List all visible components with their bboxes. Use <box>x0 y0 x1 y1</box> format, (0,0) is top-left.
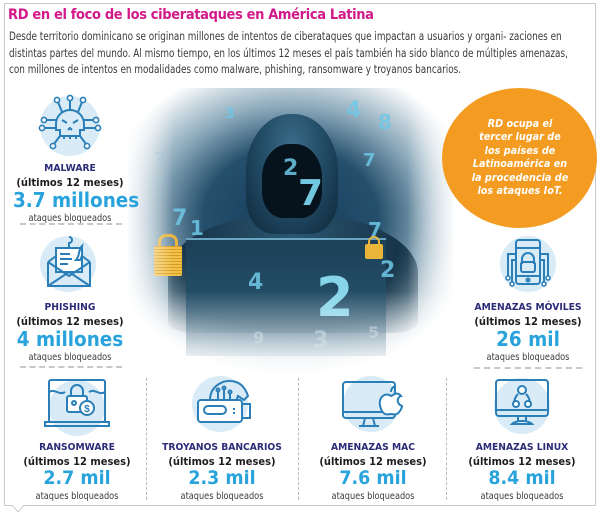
speech-tail <box>12 505 24 513</box>
threat-caption: ataques bloqueados <box>35 491 119 502</box>
intro-paragraph: Desde territorio dominicano se originan … <box>9 30 568 76</box>
threat-caption: ataques bloqueados <box>180 491 264 502</box>
divider <box>146 378 147 500</box>
divider <box>474 367 582 369</box>
threat-name: AMENAZAS MÓVILES <box>474 302 582 313</box>
divider <box>20 223 122 225</box>
threat-caption: ataques bloqueados <box>480 491 564 502</box>
threat-card-phishing: PHISHING (últimos 12 meses) 4 millones a… <box>8 234 132 363</box>
threat-card-mobile: AMENAZAS MÓVILES (últimos 12 meses) 26 m… <box>462 234 594 363</box>
threat-caption: ataques bloqueados <box>331 491 415 502</box>
mobile-lock-icon <box>500 236 556 292</box>
threat-name: AMENAZAS MAC <box>330 442 416 453</box>
apple-monitor-icon <box>342 376 404 432</box>
threat-name: PHISHING <box>44 302 96 313</box>
threat-caption: ataques bloqueados <box>28 352 112 363</box>
iot-callout-badge: RD ocupa el tercer lugar de los países d… <box>442 88 597 228</box>
threat-value: 4 millones <box>16 327 124 351</box>
threat-name: AMENAZAS LINUX <box>475 442 569 453</box>
page-title: RD en el foco de los ciberataques en Amé… <box>8 7 374 23</box>
linux-monitor-icon <box>494 378 550 434</box>
threat-caption: ataques bloqueados <box>28 213 112 224</box>
threat-value: 8.4 mil <box>488 467 556 489</box>
threat-period: (últimos 12 meses) <box>319 455 427 468</box>
skull-virus-icon <box>38 94 102 156</box>
laptop-ransom-lock-icon: $ <box>44 379 110 436</box>
threat-value: 7.6 mil <box>339 467 407 489</box>
threat-name: MALWARE <box>44 163 96 174</box>
divider <box>446 378 447 500</box>
threat-name: RANSOMWARE <box>39 442 115 453</box>
callout-text: RD ocupa el tercer lugar de los países d… <box>471 117 568 198</box>
threat-value: 2.3 mil <box>188 467 256 489</box>
phishing-envelope-icon <box>40 236 96 292</box>
svg-text:$: $ <box>84 404 90 415</box>
threat-card-trojans: TROYANOS BANCARIOS (últimos 12 meses) 2.… <box>152 374 292 502</box>
threat-name: TROYANOS BANCARIOS <box>162 442 282 453</box>
threat-period: (últimos 12 meses) <box>16 176 124 189</box>
threat-period: (últimos 12 meses) <box>474 315 582 328</box>
divider <box>298 378 299 500</box>
threat-value: 3.7 millones <box>12 188 140 212</box>
hacker-illustration: 3 4 8 7 2 7 7 1 7 2 4 2 3 5 9 3 <box>128 88 453 378</box>
threat-value: 2.7 mil <box>43 467 111 489</box>
threat-value: 26 mil <box>496 327 560 351</box>
threat-card-malware: MALWARE (últimos 12 meses) 3.7 millones … <box>8 90 140 224</box>
threat-period: (últimos 12 meses) <box>468 455 576 468</box>
threat-card-ransomware: $ RANSOMWARE (últimos 12 meses) 2.7 mil … <box>10 374 144 502</box>
threat-card-mac: AMENAZAS MAC (últimos 12 meses) 7.6 mil … <box>304 374 442 502</box>
threat-period: (últimos 12 meses) <box>168 455 276 468</box>
threat-period: (últimos 12 meses) <box>16 315 124 328</box>
threat-period: (últimos 12 meses) <box>23 455 131 468</box>
trojan-horse-card-icon <box>192 376 251 432</box>
divider <box>20 366 122 368</box>
threat-card-linux: AMENAZAS LINUX (últimos 12 meses) 8.4 mi… <box>452 374 592 502</box>
threat-caption: ataques bloqueados <box>486 352 570 363</box>
